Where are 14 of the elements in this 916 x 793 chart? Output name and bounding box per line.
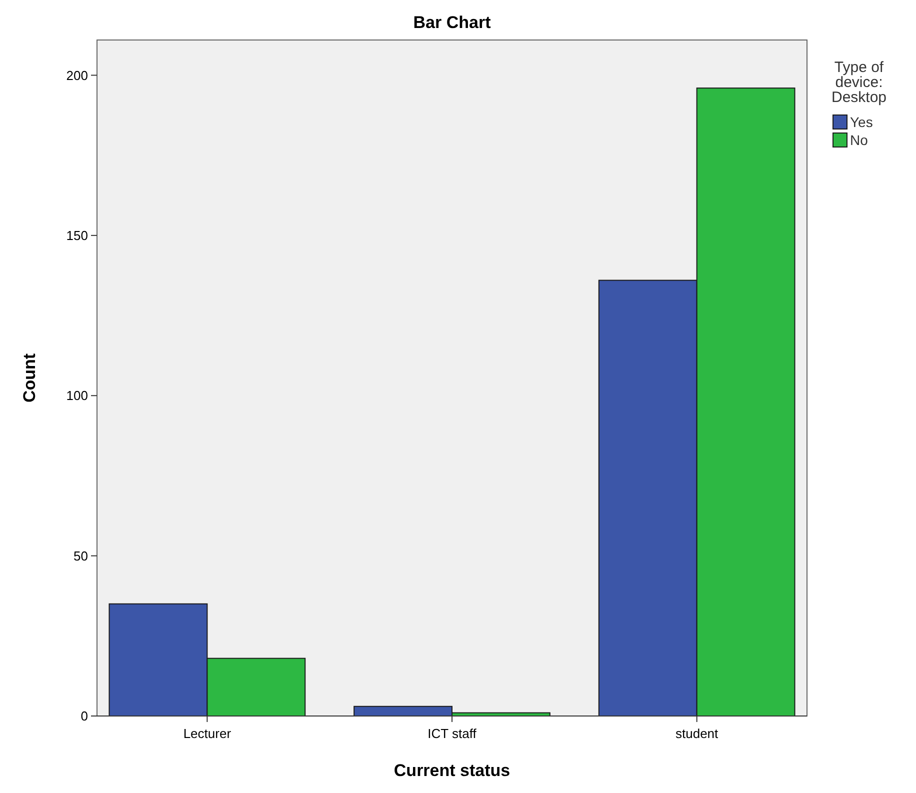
y-tick-label: 100	[66, 388, 88, 404]
y-tick-label: 200	[66, 68, 88, 83]
x-tick-label: student	[676, 726, 719, 741]
y-tick-label: 50	[74, 548, 88, 564]
legend-label: Yes	[850, 114, 873, 130]
y-tick-label: 150	[66, 228, 88, 243]
x-tick-label: Lecturer	[183, 726, 232, 741]
legend-title: Type of device: Desktop	[831, 59, 887, 106]
x-axis-title: Current status	[394, 761, 510, 780]
legend-label: No	[850, 132, 868, 148]
chart-title: Bar Chart	[413, 13, 492, 32]
y-tick-label: 0	[80, 708, 88, 724]
x-tick-label: ICT staff	[428, 726, 477, 741]
y-axis-title: Count	[20, 353, 39, 403]
